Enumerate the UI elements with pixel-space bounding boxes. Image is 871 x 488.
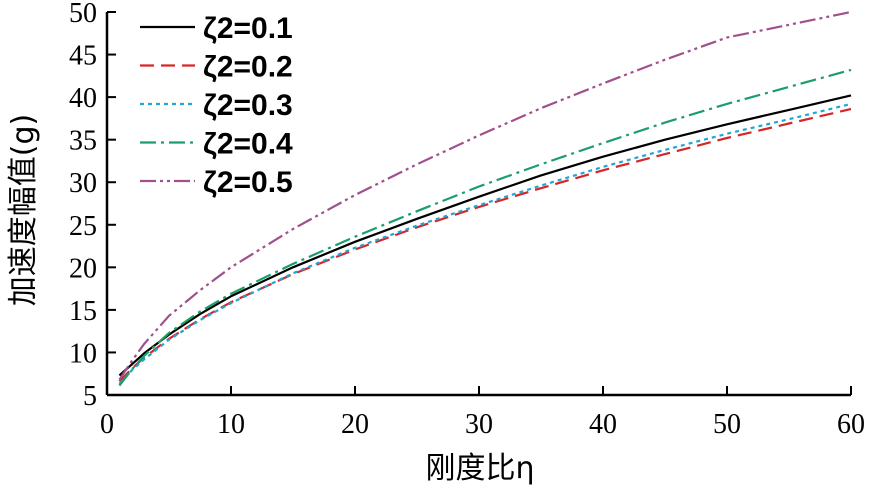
legend-label-5: ζ2=0.5	[203, 166, 293, 199]
legend-label-4: ζ2=0.4	[203, 128, 293, 161]
x-tick-label: 50	[713, 409, 741, 440]
y-tick-label: 5	[83, 381, 97, 412]
y-tick-label: 50	[69, 0, 97, 29]
y-tick-label: 15	[69, 296, 97, 327]
legend-label-3: ζ2=0.3	[203, 89, 293, 122]
tick-group: 0 10 20 30 40 50 60 5 10 15 20 25 30 35 40 45 50	[69, 0, 865, 440]
x-tick-label: 10	[217, 409, 245, 440]
y-tick-label: 25	[69, 211, 97, 242]
y-axis-label: 加速度幅值(g)	[6, 114, 41, 306]
y-tick-label: 35	[69, 126, 97, 157]
series-line-3	[118, 102, 852, 385]
series-group	[118, 10, 852, 387]
x-tick-label: 40	[589, 409, 617, 440]
x-tick-label: 20	[341, 409, 369, 440]
y-tick-label: 30	[69, 168, 97, 199]
series-line-1	[118, 94, 852, 377]
legend-label-2: ζ2=0.2	[203, 51, 293, 84]
legend: ζ2=0.1 ζ2=0.2 ζ2=0.3 ζ2=0.4 ζ2=0.5	[140, 12, 293, 199]
x-axis-label: 刚度比η	[425, 451, 534, 486]
y-tick-label: 10	[69, 338, 97, 369]
x-tick-label: 0	[100, 409, 114, 440]
y-tick-label: 20	[69, 253, 97, 284]
x-tick-label: 60	[837, 409, 865, 440]
x-tick-label: 30	[465, 409, 493, 440]
series-line-5	[118, 10, 852, 381]
y-tick-label: 45	[69, 41, 97, 72]
legend-label-1: ζ2=0.1	[203, 12, 293, 45]
y-tick-label: 40	[69, 83, 97, 114]
series-line-4	[118, 68, 852, 387]
